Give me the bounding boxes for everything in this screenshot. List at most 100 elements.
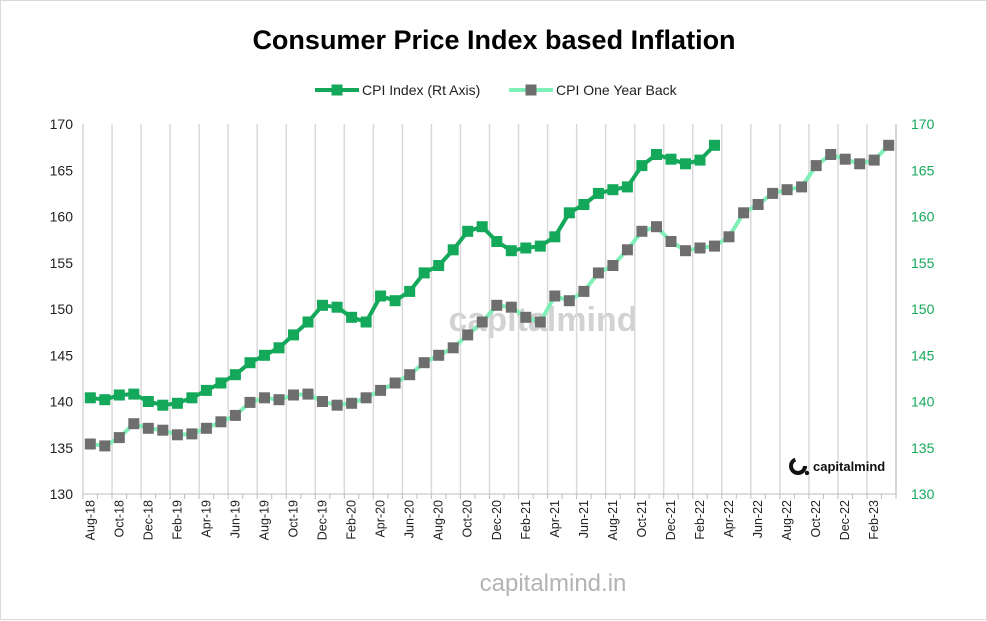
left-axis-ticks: 130 135 140 145 150 155 160 165 170 xyxy=(50,116,74,502)
data-point-cpi-one-year-back-sep-22 xyxy=(796,181,807,192)
data-point-cpi-index-rt-axis-oct-21 xyxy=(636,160,647,171)
data-point-cpi-one-year-back-apr-21 xyxy=(549,291,560,302)
data-point-cpi-one-year-back-jul-20 xyxy=(419,357,430,368)
y-tick-right-135: 135 xyxy=(911,440,935,456)
x-tick-jun-19: Jun-19 xyxy=(228,500,242,538)
data-point-cpi-one-year-back-nov-18 xyxy=(128,418,139,429)
x-tick-oct-22: Oct-22 xyxy=(809,500,823,538)
data-point-cpi-index-rt-axis-jul-21 xyxy=(593,188,604,199)
data-point-cpi-one-year-back-oct-19 xyxy=(288,390,299,401)
data-point-cpi-index-rt-axis-oct-18 xyxy=(114,390,125,401)
data-point-cpi-one-year-back-nov-20 xyxy=(477,317,488,328)
y-tick-right-155: 155 xyxy=(911,255,935,271)
y-tick-right-150: 150 xyxy=(911,301,935,317)
x-tick-feb-21: Feb-21 xyxy=(519,500,533,540)
data-point-cpi-one-year-back-dec-20 xyxy=(491,300,502,311)
data-point-cpi-one-year-back-oct-20 xyxy=(462,329,473,340)
x-tick-oct-21: Oct-21 xyxy=(635,500,649,538)
x-tick-jun-21: Jun-21 xyxy=(577,500,591,538)
x-tick-aug-20: Aug-20 xyxy=(432,500,446,540)
data-point-cpi-index-rt-axis-may-20 xyxy=(390,295,401,306)
legend-swatch-marker-cpi-index xyxy=(332,85,343,96)
data-point-cpi-index-rt-axis-dec-18 xyxy=(143,396,154,407)
data-point-cpi-one-year-back-feb-23 xyxy=(869,155,880,166)
y-tick-left-140: 140 xyxy=(50,394,74,410)
data-point-cpi-one-year-back-dec-22 xyxy=(840,154,851,165)
data-point-cpi-one-year-back-dec-21 xyxy=(666,236,677,247)
x-tick-apr-20: Apr-20 xyxy=(374,500,388,538)
data-point-cpi-index-rt-axis-dec-19 xyxy=(317,300,328,311)
x-tick-oct-20: Oct-20 xyxy=(461,500,475,538)
data-point-cpi-index-rt-axis-mar-21 xyxy=(535,241,546,252)
data-point-cpi-one-year-back-sep-18 xyxy=(99,440,110,451)
x-tick-dec-22: Dec-22 xyxy=(838,500,852,540)
data-point-cpi-index-rt-axis-feb-19 xyxy=(172,398,183,409)
data-point-cpi-one-year-back-may-19 xyxy=(215,416,226,427)
data-point-cpi-one-year-back-nov-21 xyxy=(651,221,662,232)
data-point-cpi-one-year-back-jan-21 xyxy=(506,302,517,313)
data-point-cpi-one-year-back-aug-19 xyxy=(259,392,270,403)
data-point-cpi-one-year-back-jul-21 xyxy=(593,267,604,278)
brand-logo-dot xyxy=(805,471,809,475)
data-point-cpi-one-year-back-aug-20 xyxy=(433,350,444,361)
brand-logo: capitalmind xyxy=(791,459,885,475)
data-point-cpi-one-year-back-nov-22 xyxy=(825,149,836,160)
data-point-cpi-index-rt-axis-aug-21 xyxy=(607,184,618,195)
x-tick-oct-18: Oct-18 xyxy=(112,500,126,538)
data-point-cpi-index-rt-axis-apr-19 xyxy=(201,385,212,396)
data-point-cpi-index-rt-axis-mar-22 xyxy=(709,140,720,151)
data-point-cpi-index-rt-axis-feb-21 xyxy=(520,243,531,254)
data-point-cpi-index-rt-axis-dec-20 xyxy=(491,236,502,247)
data-point-cpi-one-year-back-feb-22 xyxy=(695,243,706,254)
data-point-cpi-one-year-back-apr-22 xyxy=(724,231,735,242)
data-point-cpi-one-year-back-sep-19 xyxy=(274,394,285,405)
x-tick-dec-18: Dec-18 xyxy=(141,500,155,540)
data-point-cpi-one-year-back-mar-22 xyxy=(709,241,720,252)
data-point-cpi-index-rt-axis-apr-21 xyxy=(549,231,560,242)
data-point-cpi-one-year-back-mar-20 xyxy=(361,392,372,403)
data-point-cpi-index-rt-axis-dec-21 xyxy=(666,154,677,165)
x-tick-aug-21: Aug-21 xyxy=(606,500,620,540)
legend-swatch-marker-cpi-one-year-back xyxy=(526,85,537,96)
data-point-cpi-one-year-back-jan-19 xyxy=(157,425,168,436)
data-point-cpi-one-year-back-jan-22 xyxy=(680,245,691,256)
data-point-cpi-index-rt-axis-may-19 xyxy=(215,378,226,389)
data-point-cpi-index-rt-axis-jan-20 xyxy=(332,302,343,313)
data-point-cpi-index-rt-axis-feb-20 xyxy=(346,312,357,323)
data-point-cpi-index-rt-axis-nov-19 xyxy=(303,317,314,328)
data-point-cpi-index-rt-axis-aug-18 xyxy=(85,392,96,403)
data-point-cpi-one-year-back-mar-23 xyxy=(883,140,894,151)
data-point-cpi-one-year-back-jun-19 xyxy=(230,410,241,421)
x-tick-apr-22: Apr-22 xyxy=(722,500,736,538)
x-tick-dec-21: Dec-21 xyxy=(664,500,678,540)
data-point-cpi-one-year-back-feb-20 xyxy=(346,398,357,409)
data-point-cpi-index-rt-axis-sep-19 xyxy=(274,342,285,353)
x-tick-apr-21: Apr-21 xyxy=(548,500,562,538)
data-point-cpi-one-year-back-jul-22 xyxy=(767,188,778,199)
data-point-cpi-index-rt-axis-jun-21 xyxy=(578,199,589,210)
data-point-cpi-one-year-back-nov-19 xyxy=(303,389,314,400)
data-point-cpi-one-year-back-oct-21 xyxy=(636,226,647,237)
data-point-cpi-one-year-back-oct-22 xyxy=(811,160,822,171)
y-tick-left-155: 155 xyxy=(50,255,74,271)
data-point-cpi-one-year-back-jun-22 xyxy=(753,199,764,210)
data-point-cpi-index-rt-axis-mar-20 xyxy=(361,317,372,328)
data-point-cpi-one-year-back-feb-21 xyxy=(520,312,531,323)
data-point-cpi-one-year-back-jun-20 xyxy=(404,369,415,380)
data-point-cpi-index-rt-axis-nov-21 xyxy=(651,149,662,160)
data-point-cpi-one-year-back-dec-19 xyxy=(317,396,328,407)
data-point-cpi-one-year-back-may-22 xyxy=(738,207,749,218)
y-tick-left-135: 135 xyxy=(50,440,74,456)
data-point-cpi-one-year-back-jan-20 xyxy=(332,400,343,411)
x-tick-feb-19: Feb-19 xyxy=(170,500,184,540)
data-point-cpi-one-year-back-feb-19 xyxy=(172,429,183,440)
y-tick-left-145: 145 xyxy=(50,347,74,363)
x-tick-feb-23: Feb-23 xyxy=(867,500,881,540)
y-tick-left-170: 170 xyxy=(50,116,74,132)
data-point-cpi-index-rt-axis-oct-20 xyxy=(462,226,473,237)
data-point-cpi-one-year-back-mar-21 xyxy=(535,317,546,328)
brand-logo-icon xyxy=(791,459,805,473)
y-tick-right-170: 170 xyxy=(911,116,935,132)
